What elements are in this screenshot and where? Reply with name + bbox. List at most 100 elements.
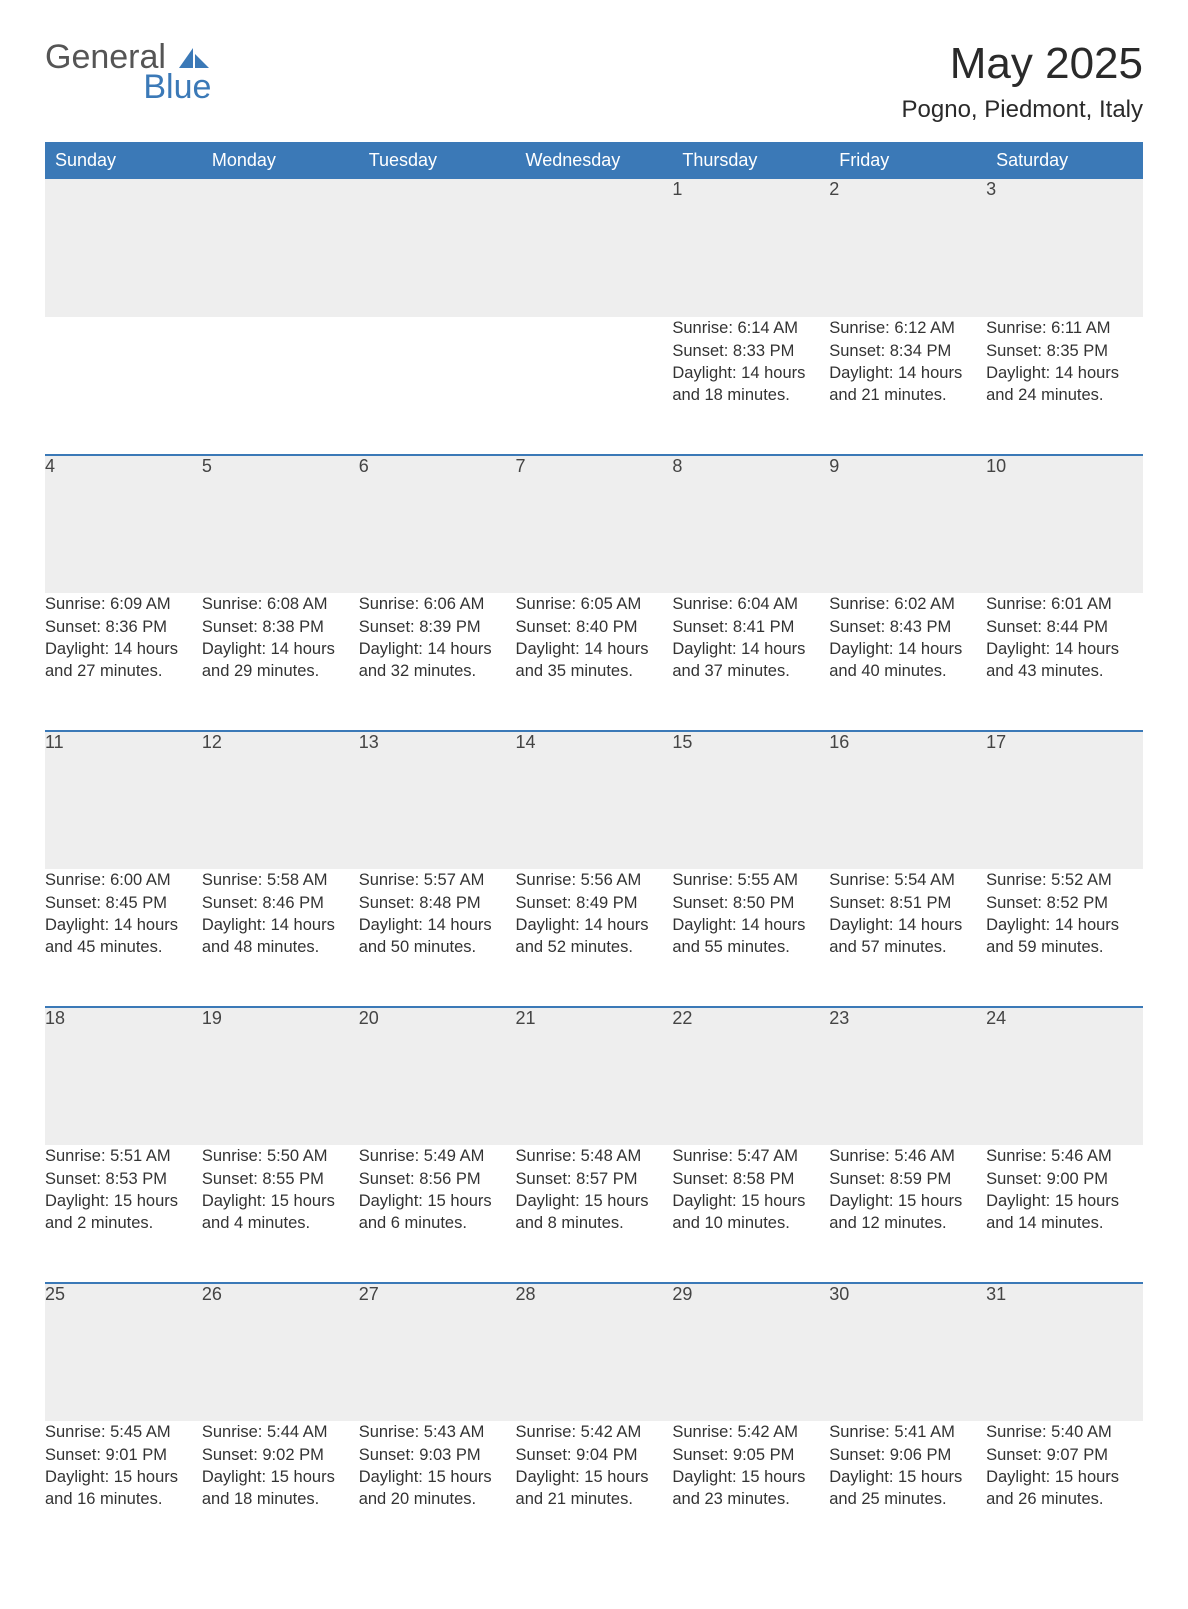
day-number-row: 11121314151617	[45, 731, 1143, 869]
sunrise-text: Sunrise: 5:46 AM	[829, 1145, 986, 1167]
sunset-text: Sunset: 8:36 PM	[45, 616, 202, 638]
sunrise-text: Sunrise: 6:08 AM	[202, 593, 359, 615]
day-detail-cell: Sunrise: 5:54 AMSunset: 8:51 PMDaylight:…	[829, 869, 986, 1007]
sunrise-text: Sunrise: 5:58 AM	[202, 869, 359, 891]
sunset-text: Sunset: 8:35 PM	[986, 340, 1143, 362]
daylight-text: Daylight: 14 hours and 40 minutes.	[829, 638, 986, 683]
sunset-text: Sunset: 8:52 PM	[986, 892, 1143, 914]
sunrise-text: Sunrise: 5:44 AM	[202, 1421, 359, 1443]
daylight-text: Daylight: 14 hours and 18 minutes.	[672, 362, 829, 407]
day-detail-cell: Sunrise: 5:58 AMSunset: 8:46 PMDaylight:…	[202, 869, 359, 1007]
day-number-cell: 9	[829, 455, 986, 593]
day-detail-cell: Sunrise: 6:06 AMSunset: 8:39 PMDaylight:…	[359, 593, 516, 731]
sunset-text: Sunset: 8:56 PM	[359, 1168, 516, 1190]
day-number-cell: 27	[359, 1283, 516, 1421]
daylight-text: Daylight: 15 hours and 8 minutes.	[516, 1190, 673, 1235]
daylight-text: Daylight: 15 hours and 26 minutes.	[986, 1466, 1143, 1511]
day-detail-cell: Sunrise: 5:41 AMSunset: 9:06 PMDaylight:…	[829, 1421, 986, 1559]
day-number-cell: 14	[516, 731, 673, 869]
day-detail-row: Sunrise: 6:14 AMSunset: 8:33 PMDaylight:…	[45, 317, 1143, 455]
daylight-text: Daylight: 14 hours and 45 minutes.	[45, 914, 202, 959]
sunset-text: Sunset: 8:45 PM	[45, 892, 202, 914]
sunrise-text: Sunrise: 5:42 AM	[672, 1421, 829, 1443]
day-detail-cell: Sunrise: 6:08 AMSunset: 8:38 PMDaylight:…	[202, 593, 359, 731]
day-number-cell: 29	[672, 1283, 829, 1421]
day-number-cell: 26	[202, 1283, 359, 1421]
sunset-text: Sunset: 8:38 PM	[202, 616, 359, 638]
day-detail-cell: Sunrise: 5:45 AMSunset: 9:01 PMDaylight:…	[45, 1421, 202, 1559]
sunset-text: Sunset: 8:34 PM	[829, 340, 986, 362]
sunrise-text: Sunrise: 6:14 AM	[672, 317, 829, 339]
sunrise-text: Sunrise: 5:55 AM	[672, 869, 829, 891]
sunset-text: Sunset: 9:02 PM	[202, 1444, 359, 1466]
day-detail-cell: Sunrise: 5:49 AMSunset: 8:56 PMDaylight:…	[359, 1145, 516, 1283]
day-detail-cell	[516, 317, 673, 455]
day-detail-row: Sunrise: 5:45 AMSunset: 9:01 PMDaylight:…	[45, 1421, 1143, 1559]
day-number-cell	[45, 179, 202, 317]
sunset-text: Sunset: 8:41 PM	[672, 616, 829, 638]
day-detail-cell	[359, 317, 516, 455]
sunrise-text: Sunrise: 5:56 AM	[516, 869, 673, 891]
page-title: May 2025	[902, 40, 1143, 88]
day-detail-cell: Sunrise: 5:42 AMSunset: 9:04 PMDaylight:…	[516, 1421, 673, 1559]
weekday-header: Monday	[202, 142, 359, 179]
sunrise-text: Sunrise: 6:12 AM	[829, 317, 986, 339]
sunset-text: Sunset: 8:58 PM	[672, 1168, 829, 1190]
sunset-text: Sunset: 8:40 PM	[516, 616, 673, 638]
daylight-text: Daylight: 14 hours and 52 minutes.	[516, 914, 673, 959]
day-detail-cell: Sunrise: 5:43 AMSunset: 9:03 PMDaylight:…	[359, 1421, 516, 1559]
day-detail-cell: Sunrise: 5:55 AMSunset: 8:50 PMDaylight:…	[672, 869, 829, 1007]
day-detail-cell: Sunrise: 5:46 AMSunset: 9:00 PMDaylight:…	[986, 1145, 1143, 1283]
location-text: Pogno, Piedmont, Italy	[902, 96, 1143, 124]
day-number-row: 123	[45, 179, 1143, 317]
day-number-cell: 17	[986, 731, 1143, 869]
sunrise-text: Sunrise: 6:09 AM	[45, 593, 202, 615]
sunrise-text: Sunrise: 5:57 AM	[359, 869, 516, 891]
brand-logo: General Blue	[45, 40, 211, 104]
sunset-text: Sunset: 8:53 PM	[45, 1168, 202, 1190]
daylight-text: Daylight: 15 hours and 2 minutes.	[45, 1190, 202, 1235]
day-number-cell: 12	[202, 731, 359, 869]
daylight-text: Daylight: 14 hours and 50 minutes.	[359, 914, 516, 959]
sunrise-text: Sunrise: 5:46 AM	[986, 1145, 1143, 1167]
day-number-cell: 31	[986, 1283, 1143, 1421]
sunset-text: Sunset: 8:50 PM	[672, 892, 829, 914]
day-number-cell: 2	[829, 179, 986, 317]
sunrise-text: Sunrise: 6:11 AM	[986, 317, 1143, 339]
day-number-cell: 10	[986, 455, 1143, 593]
sunrise-text: Sunrise: 5:43 AM	[359, 1421, 516, 1443]
day-detail-row: Sunrise: 6:00 AMSunset: 8:45 PMDaylight:…	[45, 869, 1143, 1007]
daylight-text: Daylight: 14 hours and 32 minutes.	[359, 638, 516, 683]
sunrise-text: Sunrise: 6:02 AM	[829, 593, 986, 615]
daylight-text: Daylight: 15 hours and 14 minutes.	[986, 1190, 1143, 1235]
sunset-text: Sunset: 8:49 PM	[516, 892, 673, 914]
day-detail-cell: Sunrise: 6:05 AMSunset: 8:40 PMDaylight:…	[516, 593, 673, 731]
calendar-page: General Blue May 2025 Pogno, Piedmont, I…	[0, 0, 1188, 1609]
calendar-body: 123Sunrise: 6:14 AMSunset: 8:33 PMDaylig…	[45, 179, 1143, 1559]
day-number-cell: 24	[986, 1007, 1143, 1145]
sunset-text: Sunset: 9:00 PM	[986, 1168, 1143, 1190]
daylight-text: Daylight: 15 hours and 23 minutes.	[672, 1466, 829, 1511]
sunrise-text: Sunrise: 5:52 AM	[986, 869, 1143, 891]
sunrise-text: Sunrise: 5:47 AM	[672, 1145, 829, 1167]
day-detail-cell: Sunrise: 5:52 AMSunset: 8:52 PMDaylight:…	[986, 869, 1143, 1007]
daylight-text: Daylight: 15 hours and 16 minutes.	[45, 1466, 202, 1511]
sunset-text: Sunset: 8:57 PM	[516, 1168, 673, 1190]
day-number-row: 18192021222324	[45, 1007, 1143, 1145]
sunrise-text: Sunrise: 5:49 AM	[359, 1145, 516, 1167]
title-block: May 2025 Pogno, Piedmont, Italy	[902, 40, 1143, 124]
sunrise-text: Sunrise: 5:51 AM	[45, 1145, 202, 1167]
brand-sail-icon	[177, 42, 211, 70]
sunset-text: Sunset: 8:43 PM	[829, 616, 986, 638]
day-number-cell: 15	[672, 731, 829, 869]
sunrise-text: Sunrise: 6:01 AM	[986, 593, 1143, 615]
day-number-cell: 6	[359, 455, 516, 593]
day-detail-cell: Sunrise: 5:51 AMSunset: 8:53 PMDaylight:…	[45, 1145, 202, 1283]
day-detail-cell: Sunrise: 5:48 AMSunset: 8:57 PMDaylight:…	[516, 1145, 673, 1283]
daylight-text: Daylight: 15 hours and 20 minutes.	[359, 1466, 516, 1511]
sunrise-text: Sunrise: 6:06 AM	[359, 593, 516, 615]
daylight-text: Daylight: 14 hours and 35 minutes.	[516, 638, 673, 683]
day-detail-cell: Sunrise: 6:12 AMSunset: 8:34 PMDaylight:…	[829, 317, 986, 455]
sunset-text: Sunset: 8:33 PM	[672, 340, 829, 362]
weekday-header: Wednesday	[516, 142, 673, 179]
